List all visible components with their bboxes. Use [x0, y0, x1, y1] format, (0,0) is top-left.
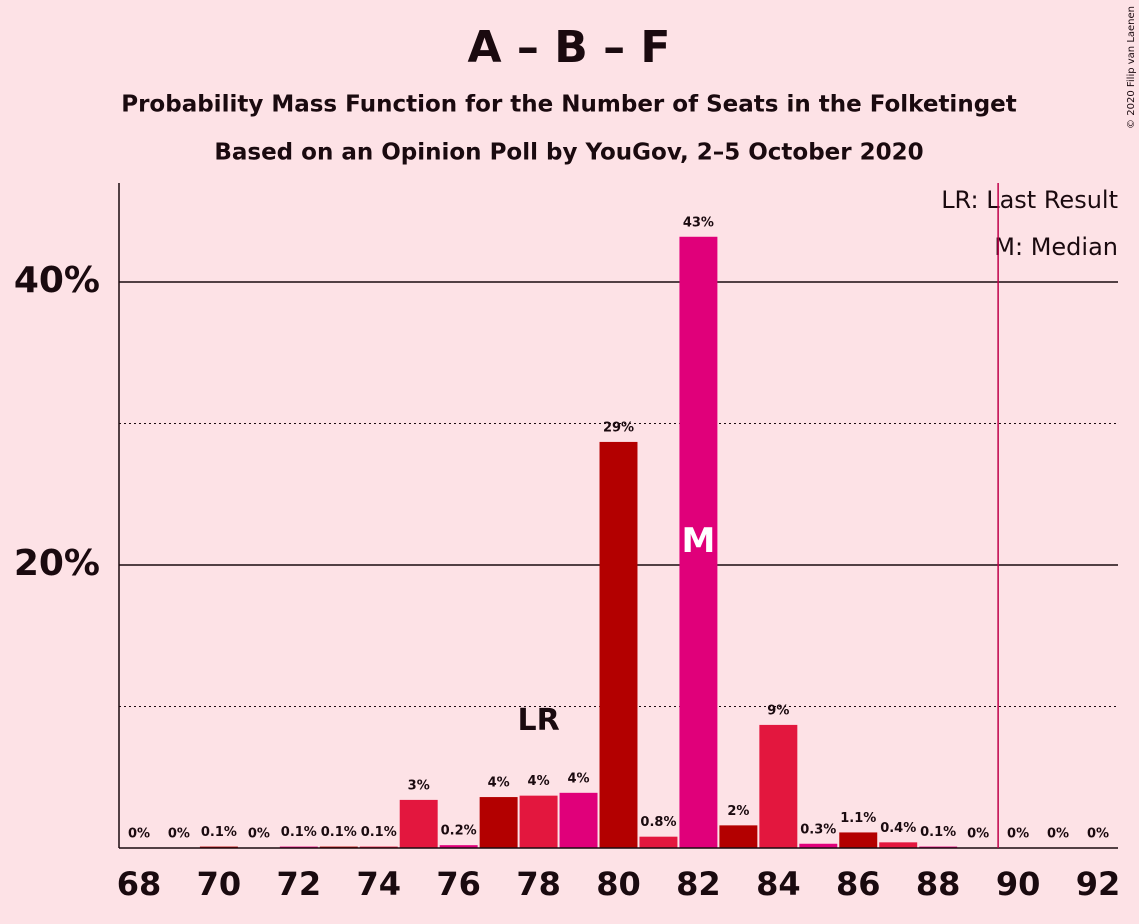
x-tick-label: 92	[1076, 865, 1121, 903]
chart-subtitle: Probability Mass Function for the Number…	[121, 92, 1017, 118]
value-label: 0.8%	[640, 815, 676, 830]
bar	[399, 799, 438, 848]
last-result-marker: LR	[517, 703, 559, 738]
x-tick-label: 82	[676, 865, 721, 903]
x-tick-label: 72	[277, 865, 322, 903]
x-tick-label: 80	[596, 865, 641, 903]
chart-subtitle: Based on an Opinion Poll by YouGov, 2–5 …	[214, 140, 923, 166]
x-tick-label: 74	[356, 865, 401, 903]
value-label: 0%	[967, 827, 989, 842]
value-label: 2%	[727, 804, 749, 819]
bar	[639, 836, 678, 848]
bar	[719, 825, 758, 848]
value-label: 0.3%	[800, 822, 836, 837]
x-tick-label: 68	[117, 865, 162, 903]
value-label: 0%	[1047, 827, 1069, 842]
legend-entry: LR: Last Result	[941, 186, 1118, 214]
bar	[839, 832, 878, 848]
value-label: 9%	[767, 703, 789, 718]
y-tick-label: 40%	[14, 260, 100, 301]
x-tick-label: 88	[916, 865, 961, 903]
bar	[879, 842, 918, 848]
x-tick-label: 76	[436, 865, 481, 903]
value-label: 0%	[248, 827, 270, 842]
value-label: 0%	[1087, 827, 1109, 842]
bar	[799, 843, 838, 848]
value-label: 0.1%	[201, 825, 237, 840]
value-label: 0%	[168, 827, 190, 842]
bar	[519, 795, 558, 848]
x-tick-label: 86	[836, 865, 881, 903]
value-label: 0.4%	[880, 821, 916, 836]
bar	[599, 441, 638, 848]
value-label: 0.1%	[920, 825, 956, 840]
value-label: 4%	[488, 776, 510, 791]
x-tick-label: 90	[996, 865, 1041, 903]
value-label: 0.1%	[361, 825, 397, 840]
value-label: 43%	[683, 215, 714, 230]
copyright: © 2020 Filip van Laenen	[1126, 6, 1137, 129]
chart-title: A – B – F	[468, 22, 671, 73]
median-marker: M	[681, 521, 715, 561]
value-label: 0%	[1007, 827, 1029, 842]
value-label: 1.1%	[840, 811, 876, 826]
value-label: 0%	[128, 827, 150, 842]
x-tick-label: 84	[756, 865, 801, 903]
x-tick-label: 70	[197, 865, 242, 903]
value-label: 4%	[528, 774, 550, 789]
value-label: 4%	[568, 771, 590, 786]
bar	[559, 792, 598, 848]
bar	[439, 845, 478, 848]
value-label: 29%	[603, 420, 634, 435]
bar	[679, 236, 718, 848]
bar	[479, 797, 518, 848]
value-label: 0.1%	[321, 825, 357, 840]
y-tick-label: 20%	[14, 543, 100, 584]
legend-entry: M: Median	[994, 233, 1118, 261]
value-label: 0.1%	[281, 825, 317, 840]
bar	[759, 724, 798, 848]
value-label: 0.2%	[441, 824, 477, 839]
x-tick-label: 78	[516, 865, 561, 903]
value-label: 3%	[408, 778, 430, 793]
